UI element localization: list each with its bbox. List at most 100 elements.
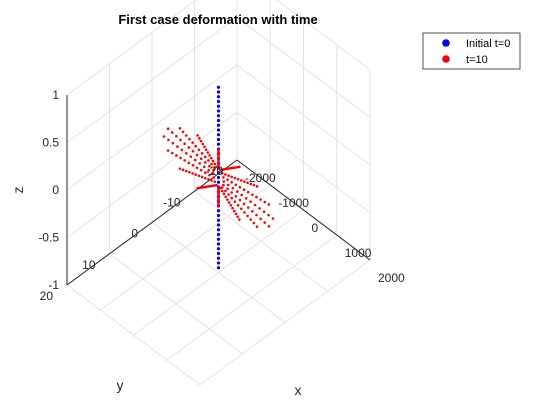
data-point-t10 bbox=[203, 145, 206, 149]
z-tick-label: 0.5 bbox=[42, 136, 59, 150]
data-point-t10 bbox=[249, 182, 253, 186]
legend-label-initial: Initial t=0 bbox=[466, 38, 510, 50]
data-point-t10 bbox=[242, 202, 246, 206]
data-point-t10 bbox=[175, 154, 178, 157]
data-point-t10 bbox=[166, 127, 170, 131]
data-point-initial bbox=[216, 171, 221, 175]
data-point-t10 bbox=[243, 211, 246, 214]
grid-line bbox=[276, 0, 371, 71]
data-point-t10 bbox=[204, 148, 208, 151]
x-axis-label: x bbox=[295, 382, 302, 398]
grid-line bbox=[236, 17, 371, 118]
data-point-t10 bbox=[210, 162, 213, 166]
data-point-t10 bbox=[255, 225, 259, 228]
z-tick-label: 0 bbox=[52, 183, 59, 197]
data-point-t10 bbox=[212, 176, 215, 179]
data-point-t10 bbox=[224, 173, 227, 176]
data-point-t10 bbox=[179, 138, 182, 142]
z-tick-label: -1 bbox=[48, 278, 59, 292]
data-point-t10 bbox=[207, 168, 211, 172]
data-point-t10 bbox=[187, 161, 191, 165]
data-point-t10 bbox=[233, 200, 237, 203]
data-point-t10 bbox=[227, 174, 230, 177]
data-point-t10 bbox=[227, 201, 231, 204]
data-point-t10 bbox=[175, 134, 178, 138]
data-point-t10 bbox=[162, 135, 166, 138]
data-point-t10 bbox=[246, 214, 249, 218]
grid-line bbox=[194, 190, 328, 292]
data-point-initial bbox=[216, 90, 221, 94]
grid-line bbox=[66, 284, 201, 386]
data-point-t10 bbox=[226, 187, 229, 191]
data-point-t10 bbox=[191, 149, 195, 153]
grid-line bbox=[236, 64, 371, 166]
data-point-t10 bbox=[230, 181, 233, 184]
data-point-initial bbox=[216, 137, 221, 142]
data-point-t10 bbox=[258, 207, 261, 210]
data-point-t10 bbox=[230, 191, 233, 194]
data-point-initial bbox=[216, 133, 221, 137]
data-point-t10 bbox=[231, 206, 234, 210]
data-point-t10 bbox=[238, 185, 242, 189]
chart-title: First case deformation with time bbox=[118, 12, 317, 27]
data-point-t10 bbox=[267, 213, 270, 217]
data-point-t10 bbox=[200, 152, 204, 155]
legend-box bbox=[422, 32, 521, 70]
data-point-t10 bbox=[213, 180, 217, 184]
data-point-t10 bbox=[189, 155, 193, 158]
data-point-t10 bbox=[207, 178, 210, 181]
data-point-initial bbox=[216, 228, 221, 232]
data-point-t10 bbox=[185, 152, 188, 155]
data-point-t10 bbox=[222, 192, 226, 196]
data-point-initial bbox=[216, 266, 221, 270]
x-tick-label: 1000 bbox=[345, 246, 372, 260]
data-point-t10 bbox=[217, 204, 220, 208]
data-point-t10 bbox=[236, 177, 240, 181]
data-point-t10 bbox=[229, 204, 233, 207]
data-point-t10 bbox=[267, 224, 271, 228]
data-point-t10 bbox=[220, 171, 224, 175]
data-point-t10 bbox=[196, 134, 199, 137]
data-point-initial bbox=[216, 218, 221, 222]
data-point-initial bbox=[216, 114, 221, 118]
data-point-t10 bbox=[262, 210, 266, 214]
data-point-t10 bbox=[252, 183, 256, 187]
data-point-initial bbox=[216, 247, 221, 251]
data-point-initial bbox=[216, 242, 221, 246]
data-point-t10 bbox=[211, 159, 215, 163]
data-point-t10 bbox=[252, 221, 256, 225]
data-point-t10 bbox=[202, 165, 206, 169]
data-point-t10 bbox=[184, 134, 188, 137]
data-point-t10 bbox=[170, 131, 174, 134]
x-tick-label: -2000 bbox=[245, 171, 276, 185]
data-point-t10 bbox=[178, 167, 182, 170]
data-point-initial bbox=[216, 128, 221, 132]
data-point-t10 bbox=[232, 209, 236, 213]
data-point-t10 bbox=[259, 198, 262, 201]
data-point-t10 bbox=[179, 156, 182, 160]
data-point-t10 bbox=[213, 166, 217, 169]
data-point-t10 bbox=[167, 138, 170, 142]
data-point-t10 bbox=[255, 213, 258, 217]
data-point-t10 bbox=[195, 153, 199, 157]
data-point-t10 bbox=[217, 147, 220, 151]
data-point-t10 bbox=[181, 168, 185, 172]
data-point-t10 bbox=[244, 197, 248, 200]
data-point-t10 bbox=[180, 148, 184, 152]
data-point-t10 bbox=[271, 217, 275, 220]
y-axis-label: y bbox=[117, 377, 124, 393]
data-point-t10 bbox=[166, 149, 170, 152]
data-point-t10 bbox=[240, 193, 244, 197]
data-point-t10 bbox=[220, 186, 224, 189]
data-point-t10 bbox=[263, 200, 267, 204]
data-point-t10 bbox=[251, 209, 254, 213]
tick-labels: -1-0.500.51-20-1001020-2000-100001000200… bbox=[38, 88, 405, 303]
data-point-t10 bbox=[238, 165, 241, 169]
data-point-t10 bbox=[220, 189, 224, 193]
data-point-t10 bbox=[201, 142, 205, 146]
data-point-t10 bbox=[238, 218, 241, 221]
data-point-t10 bbox=[224, 189, 227, 193]
data-point-t10 bbox=[200, 175, 204, 179]
data-point-t10 bbox=[246, 190, 250, 194]
